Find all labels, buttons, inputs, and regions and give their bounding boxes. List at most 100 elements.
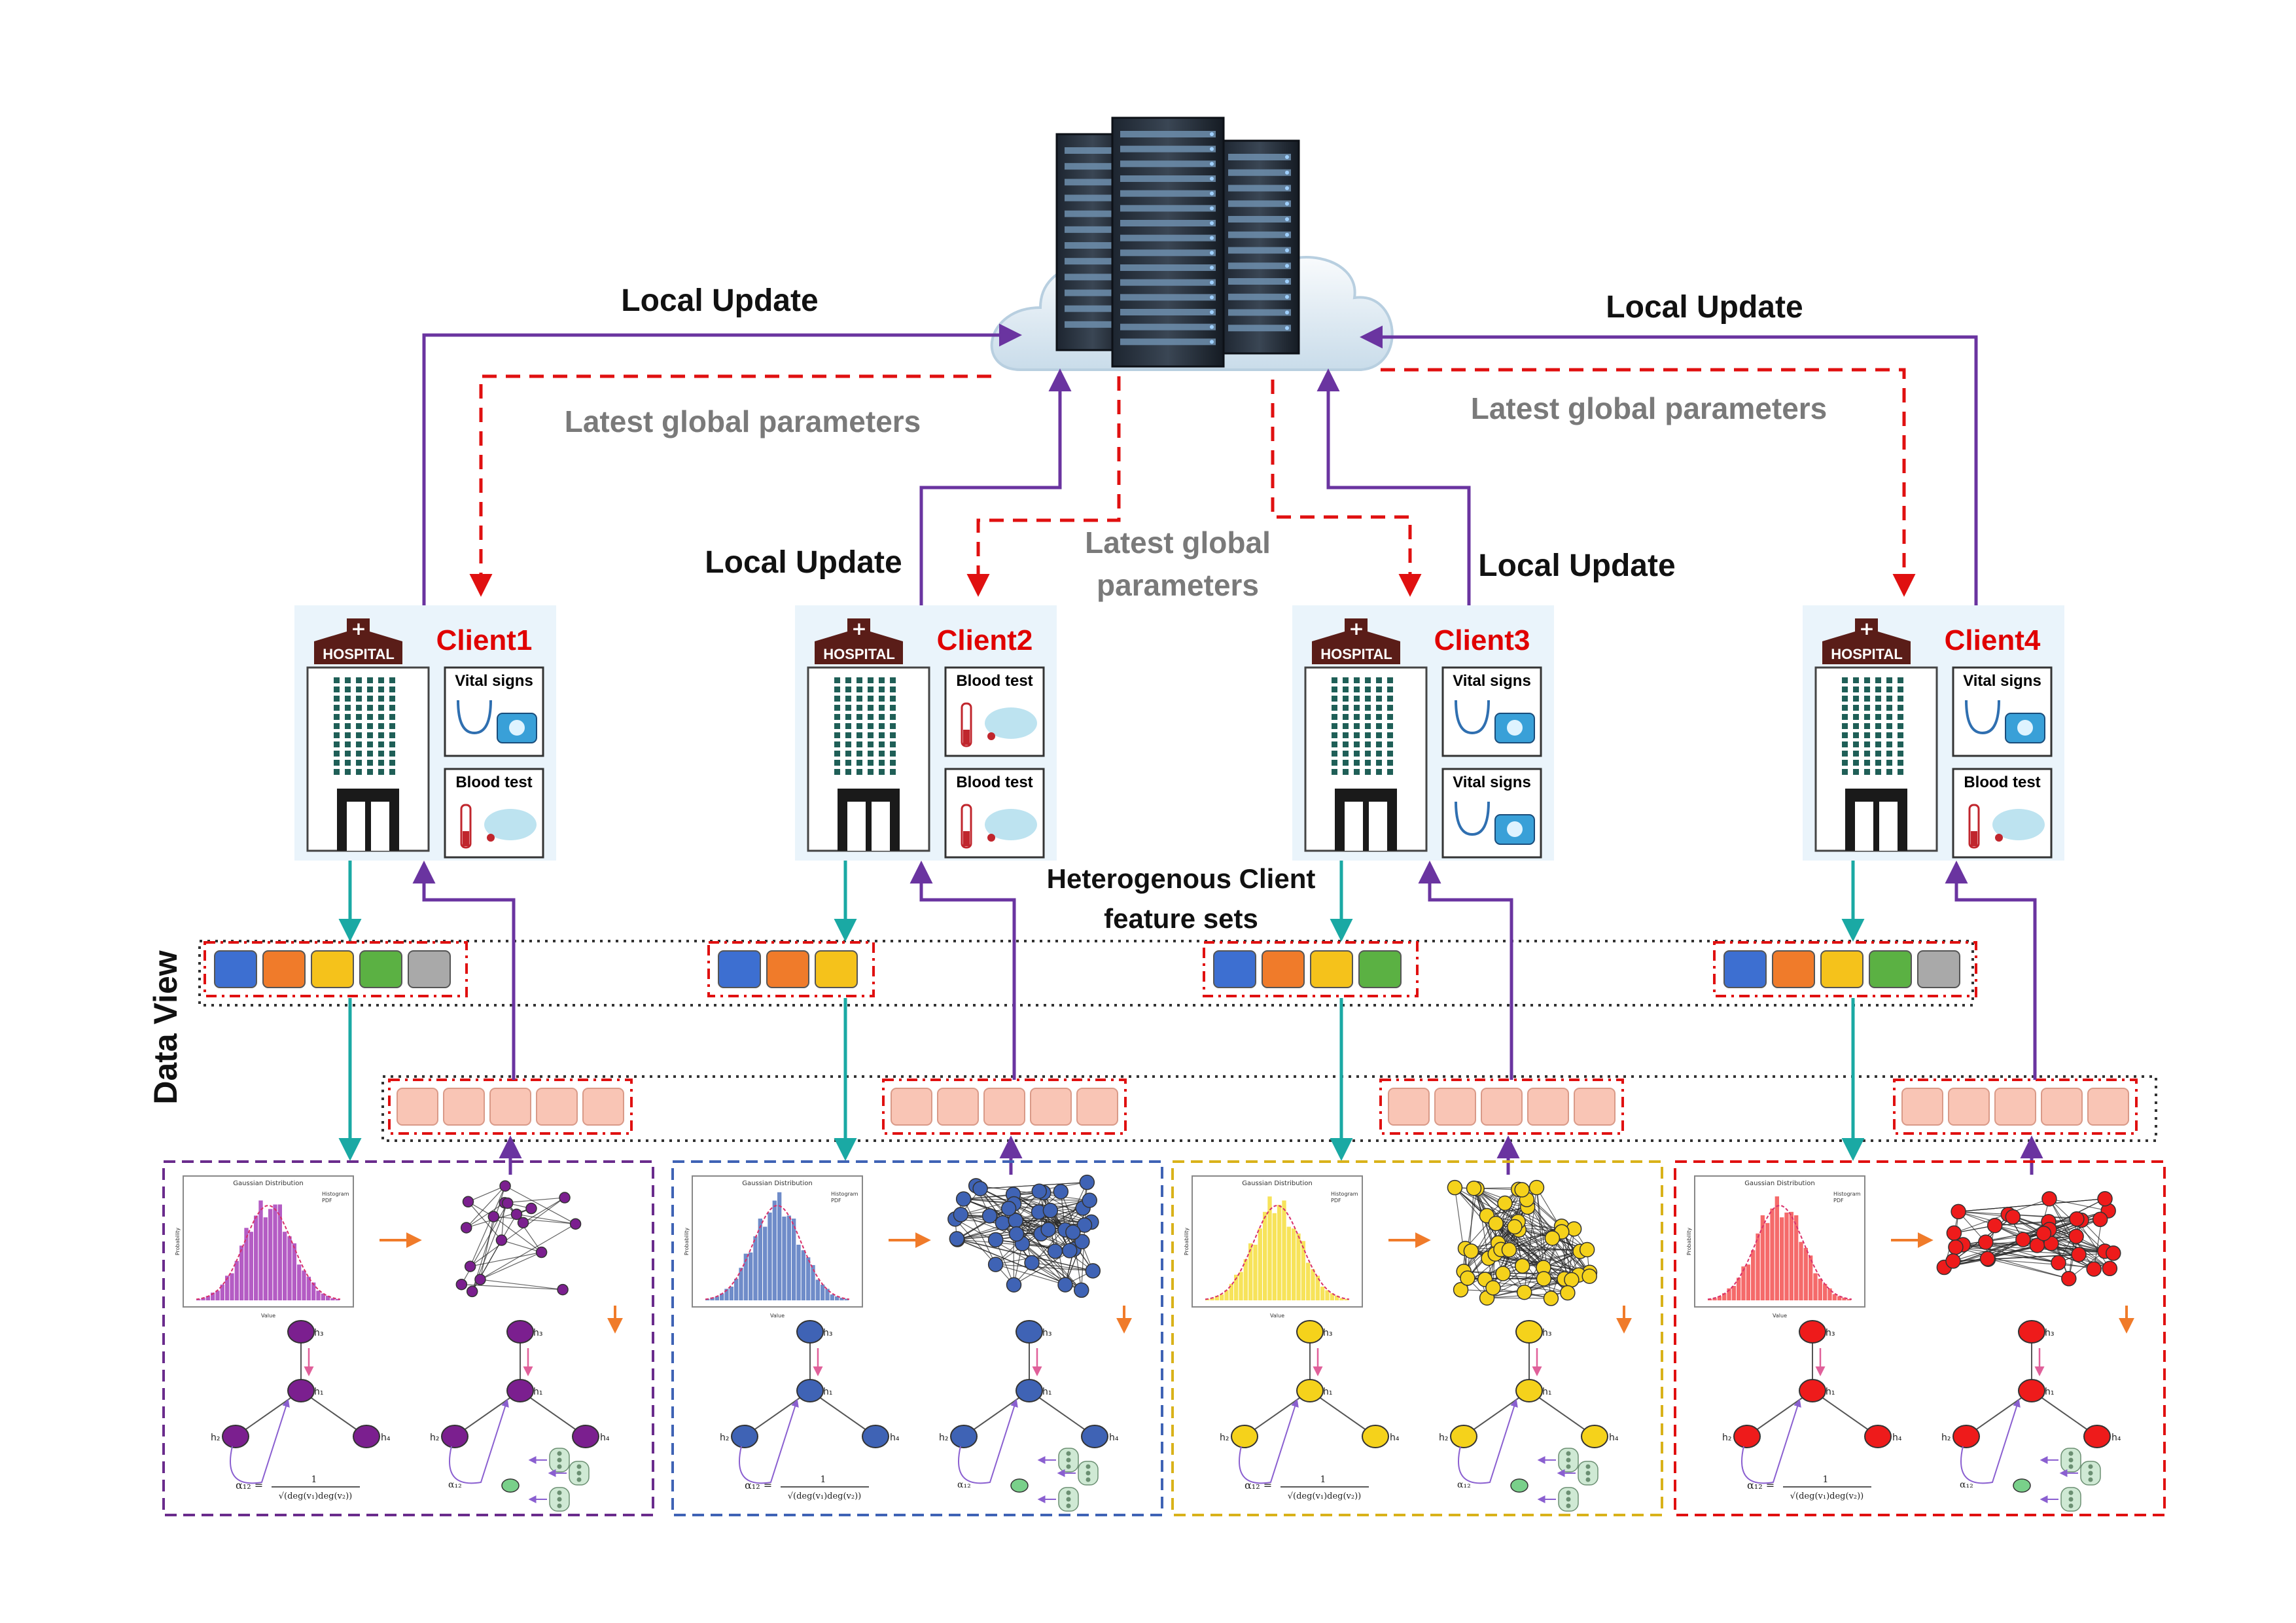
hospital-window	[1387, 741, 1393, 747]
histogram-bar	[1224, 1290, 1229, 1300]
graph-edge	[809, 1390, 876, 1437]
hospital-window	[1864, 769, 1870, 775]
graph-edge	[1963, 1229, 2050, 1245]
histogram-bar	[1765, 1222, 1770, 1300]
alpha-formula-lhs: α₁₂ =	[745, 1479, 772, 1491]
hospital-window	[868, 723, 874, 729]
histogram-bar	[316, 1291, 321, 1300]
hospital-window	[1875, 751, 1881, 757]
graph-edge	[1465, 1248, 1587, 1251]
node-label: h₃	[533, 1328, 543, 1338]
hospital-window	[1875, 741, 1881, 747]
histogram-bar	[811, 1265, 815, 1300]
hospital-window	[389, 732, 395, 738]
histogram-bar	[792, 1219, 796, 1300]
histogram-bar	[277, 1204, 282, 1300]
graph-node	[487, 1211, 500, 1222]
server-slot	[1120, 309, 1216, 315]
histogram-legend-pdf: PDF	[322, 1198, 332, 1204]
server-led	[1285, 232, 1289, 237]
graph-node	[287, 1379, 315, 1402]
vector-cell	[1566, 1457, 1571, 1463]
hospital-window	[890, 696, 896, 702]
graph-node	[981, 1208, 998, 1224]
hospital-window	[1343, 741, 1349, 747]
data-panel-top: Vital signs	[444, 666, 544, 757]
hospital-window	[845, 760, 851, 766]
graph-edge	[493, 1216, 576, 1224]
vector-cell	[1566, 1497, 1571, 1502]
alpha-formula-numerator: 1	[311, 1474, 317, 1485]
hospital-cross-icon: +	[351, 618, 366, 639]
histogram-bar	[239, 1245, 244, 1300]
histogram-bar	[254, 1215, 258, 1300]
graph-node	[1074, 1282, 1089, 1298]
hospital-window	[879, 677, 885, 683]
graph-node	[1946, 1225, 1962, 1241]
hospital-window	[834, 760, 840, 766]
hospital-window	[378, 677, 384, 683]
hospital-window	[1886, 705, 1892, 711]
histogram-ylabel: Probability	[175, 1228, 181, 1256]
hospital-window	[356, 741, 362, 747]
vector-cell	[2088, 1471, 2093, 1476]
hospital-window	[1842, 677, 1848, 683]
hospital-window	[1354, 705, 1360, 711]
server-led	[1210, 206, 1214, 211]
graph-node	[1040, 1222, 1056, 1238]
graph-edge	[493, 1216, 542, 1253]
hospital-window	[1842, 687, 1848, 692]
graph-node	[287, 1320, 315, 1344]
histogram-bar	[287, 1236, 292, 1300]
graph-node	[1987, 1217, 2003, 1234]
pdf-curve	[196, 1204, 341, 1300]
raw-feature-set-client-1	[203, 941, 468, 997]
histogram-bar	[1731, 1285, 1736, 1300]
hospital-cross-icon: +	[851, 618, 866, 639]
graph-node	[2106, 1245, 2121, 1261]
embedded-feature-block	[397, 1088, 438, 1126]
histogram-bar	[1220, 1294, 1224, 1300]
histogram-legend-pdf: PDF	[1331, 1198, 1341, 1204]
histogram-bar	[758, 1219, 762, 1300]
graph-node	[441, 1425, 468, 1448]
hospital-window	[1864, 696, 1870, 702]
alpha-formula-denominator: √(deg(v₁)deg(v₂))	[279, 1491, 353, 1501]
vector-cell	[557, 1457, 562, 1463]
hospital-window	[334, 687, 340, 692]
histogram-bar	[220, 1284, 224, 1300]
vector-cell	[2088, 1477, 2093, 1482]
server-slot	[1065, 210, 1121, 217]
graph-node	[1952, 1425, 1980, 1448]
embedded-feature-block	[1948, 1088, 1990, 1126]
data-panel-bottom: Blood test	[1952, 768, 2053, 859]
hospital-window	[879, 696, 885, 702]
histogram-bar	[273, 1204, 277, 1300]
graph-edge	[1812, 1390, 1879, 1437]
histogram-bar	[292, 1243, 296, 1300]
graph-node	[517, 1217, 529, 1229]
hospital-window	[334, 732, 340, 738]
server-slot	[1228, 216, 1291, 223]
graph-node	[1008, 1226, 1025, 1242]
network-graph	[1447, 1179, 1598, 1306]
client-name-label: Client4	[1945, 624, 2041, 656]
graph-node	[972, 1181, 988, 1197]
hospital-window	[1886, 696, 1892, 702]
hospital-window	[1842, 760, 1848, 766]
graph-node	[955, 1191, 972, 1207]
alpha-formula-denominator: √(deg(v₁)deg(v₂))	[788, 1491, 862, 1501]
graph-edge	[1470, 1251, 1488, 1298]
local-update-label-3: Local Update	[1478, 548, 1675, 583]
histogram-bar	[1780, 1217, 1784, 1300]
graph-edge	[980, 1182, 1087, 1189]
graph-edge	[1309, 1390, 1376, 1437]
hospital-window	[834, 677, 840, 683]
hospital-window	[1875, 677, 1881, 683]
hospital-window	[1332, 714, 1337, 720]
histogram-bar	[1842, 1297, 1846, 1300]
hospital-window	[367, 769, 373, 775]
server-led	[1285, 248, 1289, 253]
hospital-window	[334, 741, 340, 747]
hospital-window	[879, 760, 885, 766]
